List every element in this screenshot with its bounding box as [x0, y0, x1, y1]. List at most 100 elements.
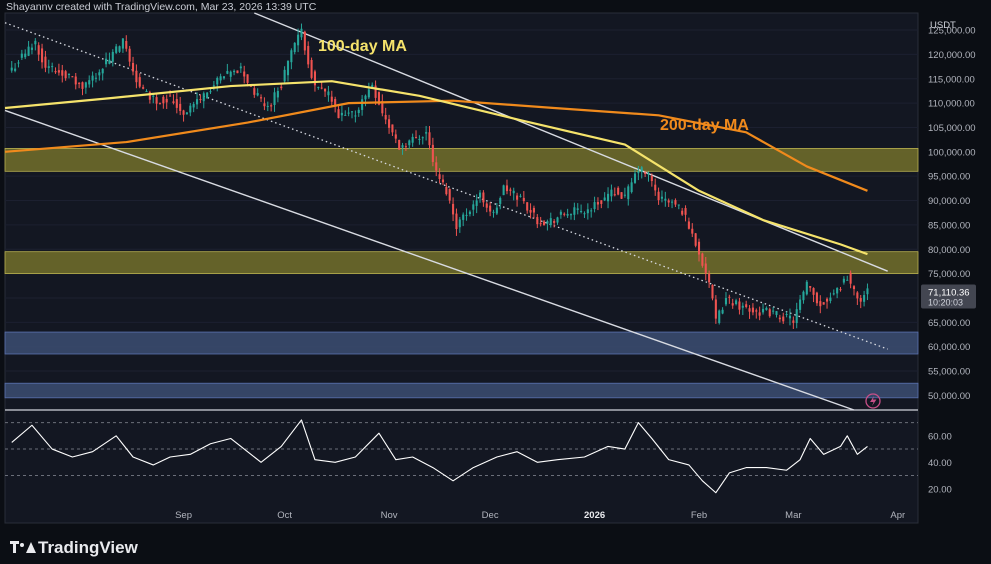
candle-body — [162, 96, 165, 104]
candle-body — [41, 48, 44, 63]
candle-body — [428, 132, 431, 146]
candle-body — [495, 207, 498, 214]
candle-body — [313, 71, 316, 86]
time-tick-label: Sep — [175, 510, 192, 521]
candle-body — [792, 320, 795, 323]
candle-body — [74, 76, 77, 85]
candle-body — [418, 138, 421, 140]
candle-body — [131, 62, 135, 72]
candle-body — [724, 298, 728, 305]
rsi-tick-label: 60.00 — [928, 431, 952, 442]
candle-body — [243, 71, 246, 77]
tradingview-logo-icon — [10, 541, 36, 555]
candle-body — [667, 200, 670, 203]
candle-body — [569, 214, 573, 216]
candle-body — [795, 309, 798, 324]
candle-body — [266, 105, 269, 107]
candle-body — [674, 200, 677, 205]
candle-body — [758, 312, 761, 316]
candle-body — [175, 99, 178, 108]
candle-body — [549, 218, 552, 226]
time-tick-label: Nov — [381, 510, 398, 521]
candle-body — [731, 303, 734, 306]
candle-body — [704, 263, 707, 274]
last-price-countdown: 10:20:03 — [928, 298, 963, 308]
candle-body — [377, 92, 381, 105]
candle-body — [644, 172, 647, 175]
candle-body — [253, 88, 256, 95]
candle-body — [735, 300, 738, 305]
candle-body — [155, 97, 158, 104]
candle-body — [559, 211, 562, 215]
candle-body — [388, 119, 391, 128]
candle-body — [664, 198, 667, 201]
candle-body — [307, 45, 310, 65]
candle-body — [478, 192, 482, 198]
chart-attribution: Shayannv created with TradingView.com, M… — [6, 1, 317, 13]
candle-body — [435, 162, 438, 171]
candle-body — [384, 114, 387, 120]
candle-body — [751, 307, 754, 313]
candle-body — [226, 70, 229, 74]
candle-body — [404, 146, 407, 148]
candle-body — [256, 93, 259, 96]
candle-body — [367, 89, 370, 98]
candle-body — [337, 109, 340, 119]
candle-body — [458, 219, 461, 228]
candle-body — [17, 62, 20, 64]
candle-body — [815, 292, 818, 304]
candle-body — [14, 68, 17, 71]
candle-body — [718, 310, 721, 323]
candle-body — [596, 202, 599, 205]
candle-body — [401, 145, 404, 148]
candle-body — [212, 85, 215, 87]
candle-body — [681, 210, 684, 215]
candle-body — [603, 197, 606, 201]
candle-body — [539, 223, 542, 225]
candle-body — [522, 197, 525, 202]
tradingview-brand[interactable]: TradingView — [10, 538, 138, 558]
candle-body — [414, 137, 418, 139]
price-tick-label: 55,000.00 — [928, 367, 970, 378]
candle-body — [142, 87, 145, 89]
price-tick-label: 100,000.00 — [928, 147, 976, 158]
candle-body — [125, 40, 128, 49]
candle-body — [206, 92, 209, 99]
candle-body — [610, 189, 613, 197]
candle-body — [553, 221, 556, 223]
candle-body — [229, 71, 232, 77]
candle-body — [468, 211, 471, 215]
candle-body — [445, 186, 448, 195]
candle-body — [441, 179, 445, 183]
candle-body — [580, 211, 583, 213]
candle-body — [169, 95, 172, 97]
candle-body — [566, 213, 569, 216]
time-axis[interactable]: Sep Oct Nov Dec 2026 Feb Mar Apr — [175, 510, 905, 521]
candle-body — [283, 69, 286, 82]
candle-body — [701, 253, 704, 266]
candle-body — [364, 95, 367, 100]
candle-body — [505, 185, 509, 192]
candle-body — [327, 91, 330, 96]
candle-body — [179, 103, 182, 111]
rsi-axis[interactable]: 60.00 40.00 20.00 — [928, 431, 952, 495]
candle-body — [398, 139, 401, 150]
candle-body — [529, 209, 532, 213]
candle-body — [27, 46, 30, 56]
candle-body — [438, 174, 441, 180]
candle-body — [381, 100, 384, 114]
candle-body — [519, 195, 522, 197]
candle-body — [728, 296, 731, 298]
resistance-zone — [4, 148, 919, 172]
time-tick-label: Dec — [482, 510, 499, 521]
candle-body — [600, 200, 603, 204]
candle-body — [344, 114, 347, 116]
candle-body — [546, 221, 549, 224]
candle-body — [165, 98, 168, 103]
ma200-annotation: 200-day MA — [660, 117, 749, 134]
candle-body — [37, 45, 40, 55]
candle-body — [20, 53, 23, 58]
time-tick-label: Mar — [785, 510, 801, 521]
price-tick-label: 75,000.00 — [928, 269, 970, 280]
